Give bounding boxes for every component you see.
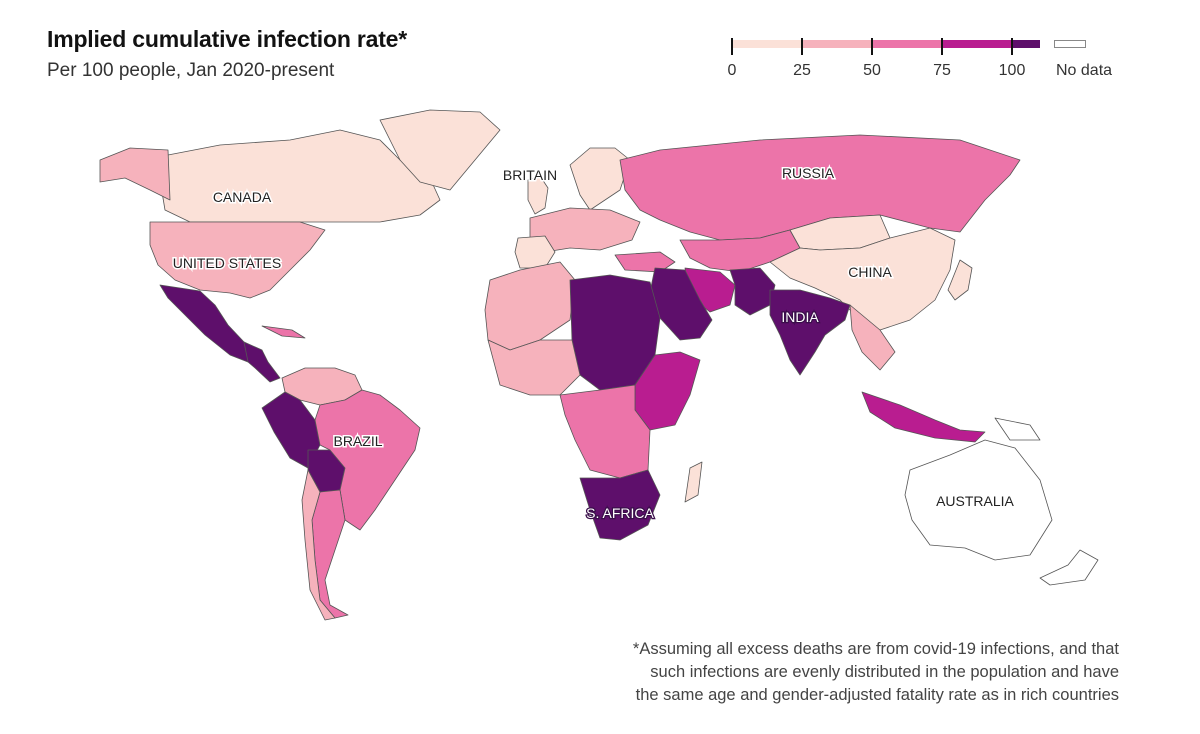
legend-tick-25 [801, 38, 803, 55]
label-canada: CANADA [213, 189, 272, 205]
legend-tick-50 [871, 38, 873, 55]
chart-title: Implied cumulative infection rate* [47, 26, 408, 52]
label-united-states: UNITED STATES [173, 255, 281, 271]
region-pakistan-afghanistan [729, 267, 776, 316]
region-north-africa-west [484, 261, 576, 351]
footnote: *Assuming all excess deaths are from cov… [559, 638, 1119, 707]
legend-tick-100 [1011, 38, 1013, 55]
footnote-line-2: such infections are evenly distributed i… [650, 663, 1119, 681]
legend-bin-50-75 [872, 40, 942, 48]
region-papua-new-guinea [994, 417, 1041, 441]
region-russia [619, 134, 1021, 241]
region-brazil [314, 389, 421, 531]
label-india: INDIA [781, 309, 819, 325]
region-madagascar [684, 461, 703, 503]
region-southern-africa [579, 469, 661, 541]
color-legend: 0 25 50 75 100 No data [720, 38, 1120, 88]
region-japan [947, 259, 973, 301]
region-greenland [379, 109, 501, 191]
legend-label-75: 75 [933, 62, 951, 79]
label-china: CHINA [848, 264, 892, 280]
legend-tick-75 [941, 38, 943, 55]
region-west-africa [487, 339, 581, 396]
footnote-line-1: *Assuming all excess deaths are from cov… [632, 640, 1119, 658]
legend-color-bar [732, 40, 1040, 48]
region-cuba [261, 325, 306, 339]
label-australia: AUSTRALIA [936, 493, 1014, 509]
region-chile [301, 469, 336, 621]
region-turkey [614, 251, 676, 273]
legend-label-100: 100 [998, 62, 1026, 79]
label-brazil: BRAZIL [333, 433, 382, 449]
legend-no-data-swatch [1054, 40, 1086, 48]
label-britain: BRITAIN [503, 167, 557, 183]
legend-bin-25-50 [802, 40, 872, 48]
region-britain [527, 175, 549, 215]
legend-label-50: 50 [863, 62, 881, 79]
region-new-zealand [1039, 549, 1099, 586]
region-india [769, 289, 851, 376]
legend-bin-75-100 [942, 40, 1012, 48]
label-s-africa: S. AFRICA [586, 505, 654, 521]
chart-subtitle: Per 100 people, Jan 2020-present [47, 60, 335, 81]
region-southeast-asia [849, 304, 896, 371]
legend-label-0: 0 [727, 62, 737, 79]
region-central-america [243, 341, 281, 383]
legend-tick-0 [731, 38, 733, 55]
label-russia: RUSSIA [782, 165, 835, 181]
region-australia [904, 439, 1053, 561]
region-united-states [149, 221, 326, 299]
region-mexico [159, 284, 257, 363]
region-scandinavia [569, 147, 631, 211]
region-indonesia [861, 391, 986, 443]
footnote-line-3: the same age and gender-adjusted fatalit… [635, 686, 1119, 704]
region-canada [159, 129, 441, 223]
legend-bin-0-25 [732, 40, 802, 48]
legend-no-data-label: No data [1056, 62, 1113, 79]
legend-bin-100-plus [1012, 40, 1040, 48]
region-china [769, 227, 956, 331]
region-alaska [99, 147, 171, 201]
legend-label-25: 25 [793, 62, 811, 79]
